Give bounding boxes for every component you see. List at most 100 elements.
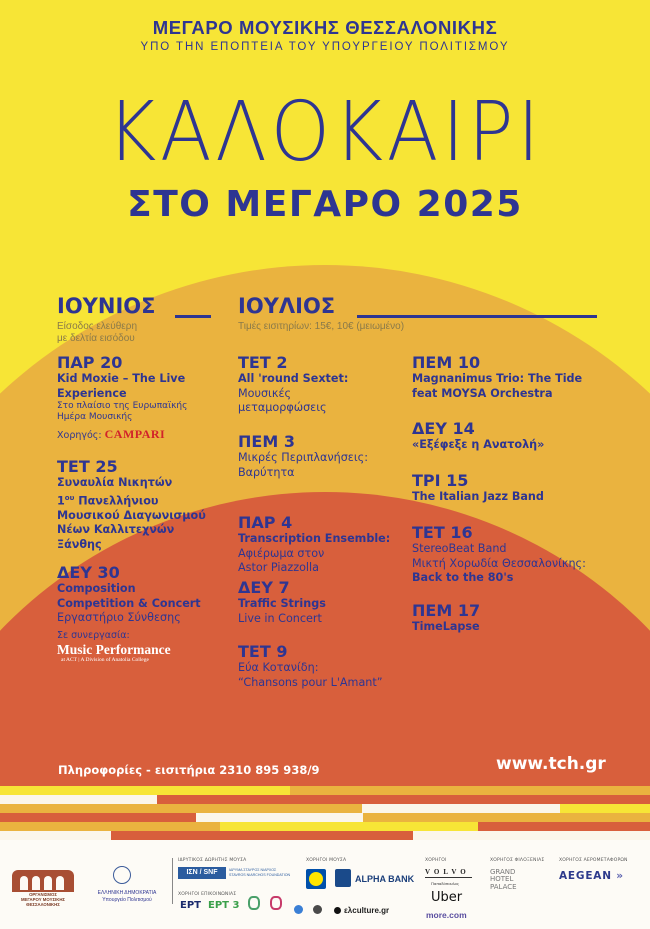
hospitality-sponsor-label: ΧΟΡΗΓΟΣ ΦΙΛΟΞΕΝΙΑΣ bbox=[490, 858, 545, 863]
event-july-16: ΤΕΤ 16 StereoBeat Band Μικτή Χορωδία Θεσ… bbox=[412, 524, 612, 586]
event-title: «Εξέφεξε η Ανατολή» bbox=[412, 438, 545, 451]
founding-donor-label: ΙΔΡΥΤΙΚΟΣ ΔΩΡΗΤΗΣ ΜΟΥΣΑ bbox=[178, 858, 247, 863]
elculture-logo: ελculture.gr bbox=[344, 906, 390, 915]
ghp-line: HOTEL bbox=[490, 875, 514, 884]
june-note-line1: Είσοδος ελεύθερη bbox=[57, 321, 138, 332]
omma-name: ΘΕΣΣΑΛΟΝΙΚΗΣ bbox=[26, 902, 60, 907]
ghp-line: GRAND bbox=[490, 868, 516, 876]
volvo-logo: VOLVO bbox=[425, 868, 470, 876]
uber-logo: Uber bbox=[431, 890, 463, 905]
website-link[interactable]: www.tch.gr bbox=[496, 754, 606, 774]
event-detail: Εργαστήριο Σύνθεσης bbox=[57, 611, 181, 624]
elculture-icon bbox=[334, 907, 341, 914]
hero-subtitle: ΣΤΟ ΜΕΓΑΡΟ 2025 bbox=[127, 184, 523, 225]
sponsor-label: Χορηγός: bbox=[57, 430, 102, 441]
month-june-label: ΙΟΥΝΙΟΣ bbox=[57, 294, 156, 318]
event-date: ΠΕΜ 17 bbox=[412, 601, 481, 620]
ministry-name: Υπουργείο Πολιτισμού bbox=[102, 897, 152, 903]
omma-building-icon bbox=[12, 870, 74, 892]
media-sponsors-label: ΧΟΡΗΓΟΙ ΕΠΙΚΟΙΝΩΝΙΑΣ bbox=[178, 892, 237, 897]
lidl-logo bbox=[306, 869, 326, 889]
ert3-logo: ΕΡΤ 3 bbox=[208, 900, 240, 911]
event-june-25: ΤΕΤ 25 Συναυλία Νικητών 1ου Πανελλήνιου … bbox=[57, 458, 247, 552]
stripe-row bbox=[0, 795, 650, 804]
ert-logo: ΕΡΤ bbox=[180, 900, 201, 911]
month-june-rule bbox=[175, 315, 211, 318]
event-july-7: ΔΕΥ 7 Traffic Strings Live in Concert bbox=[238, 579, 428, 626]
alpha-bank-logo: ALPHA BANK bbox=[355, 874, 415, 884]
event-title: Transcription Ensemble: bbox=[238, 532, 391, 545]
media-logo-icon bbox=[313, 905, 322, 914]
gov-logo-text: ΕΛΛΗΝΙΚΗ ΔΗΜΟΚΡΑΤΙΑ Υπουργείο Πολιτισμού bbox=[92, 890, 162, 904]
event-detail: Live in Concert bbox=[238, 611, 322, 625]
event-title: Competition & Concert bbox=[57, 596, 201, 610]
moysa-sponsors-label: ΧΟΡΗΓΟΙ ΜΟΥΣΑ bbox=[306, 858, 347, 863]
event-title: Εύα Κοτανίδη: bbox=[238, 661, 319, 674]
event-detail: Ημέρα Μουσικής bbox=[57, 412, 133, 422]
org-title: ΜΕΓΑΡΟ ΜΟΥΣΙΚΗΣ ΘΕΣΣΑΛΟΝΙΚΗΣ bbox=[152, 17, 498, 38]
event-title: Μικρές Περιπλανήσεις: bbox=[238, 451, 368, 464]
omma-logo: ΟΡΓΑΝΙΣΜΟΣ ΜΕΓΑΡΟΥ ΜΟΥΣΙΚΗΣ ΘΕΣΣΑΛΟΝΙΚΗΣ bbox=[12, 870, 74, 907]
lower-fill bbox=[0, 700, 650, 780]
omma-name: ΟΡΓΑΝΙΣΜΟΣ bbox=[29, 892, 57, 897]
event-title: The Italian Jazz Band bbox=[412, 490, 544, 503]
event-title: Ξάνθης bbox=[57, 537, 102, 551]
event-date: ΔΕΥ 30 bbox=[57, 563, 120, 582]
event-detail: Μουσικές bbox=[238, 386, 292, 400]
radio-logo-icon bbox=[270, 896, 282, 910]
event-detail: Βαρύτητα bbox=[238, 465, 295, 479]
stripe-row bbox=[0, 822, 650, 831]
event-june-20: ΠΑΡ 20 Kid Moxie – The Live Experience Σ… bbox=[57, 354, 247, 442]
event-date: ΠΑΡ 4 bbox=[238, 513, 293, 532]
event-title: feat MOYSA Orchestra bbox=[412, 386, 553, 400]
event-detail: Back to the 80's bbox=[412, 571, 514, 584]
sponsors-label: ΧΟΡΗΓΟΙ bbox=[425, 858, 447, 863]
contact-info: Πληροφορίες - εισιτήρια 2310 895 938/9 bbox=[58, 763, 320, 777]
event-june-30: ΔΕΥ 30 Composition Competition & Concert… bbox=[57, 564, 247, 663]
aegean-text: AEGEAN bbox=[559, 870, 612, 882]
ordinal-rest: Πανελλήνιου bbox=[78, 494, 159, 508]
event-july-10: ΠΕΜ 10 Magnanimus Trio: The Tide feat MO… bbox=[412, 354, 612, 401]
event-july-17: ΠΕΜ 17 TimeLapse bbox=[412, 602, 612, 635]
org-subtitle: ΥΠΟ ΤΗΝ ΕΠΟΠΤΕΙΑ ΤΟΥ ΥΠΟΥΡΓΕΙΟΥ ΠΟΛΙΤΙΣΜ… bbox=[140, 41, 510, 53]
event-date: ΤΡΙ 15 bbox=[412, 471, 469, 490]
grand-hotel-palace-logo: GRAND HOTEL PALACE bbox=[490, 868, 517, 891]
event-date: ΠΕΜ 3 bbox=[238, 432, 295, 451]
airline-sponsor-label: ΧΟΡΗΓΟΣ ΑΕΡΟΜΕΤΑΦΟΡΩΝ bbox=[559, 858, 628, 863]
ghp-line: PALACE bbox=[490, 882, 517, 891]
event-july-3: ΠΕΜ 3 Μικρές Περιπλανήσεις: Βαρύτητα bbox=[238, 433, 428, 480]
event-title: StereoBeat Band bbox=[412, 542, 507, 555]
event-date: ΤΕΤ 16 bbox=[412, 523, 473, 542]
month-july-label: ΙΟΥΛΙΟΣ bbox=[238, 294, 336, 318]
event-detail: μεταμορφώσεις bbox=[238, 401, 327, 414]
event-sponsor: Χορηγός: CAMPARI bbox=[57, 427, 247, 442]
event-july-14: ΔΕΥ 14 «Εξέφεξε η Ανατολή» bbox=[412, 420, 612, 453]
volvo-dealer: Παπαδόπουλος bbox=[431, 881, 459, 886]
event-date: ΤΕΤ 25 bbox=[57, 457, 118, 476]
event-title: Magnanimus Trio: The Tide bbox=[412, 372, 583, 385]
july-note: Τιμές εισιτηρίων: 15€, 10€ (μειωμένο) bbox=[238, 321, 405, 332]
alpha-bank-icon bbox=[335, 869, 351, 887]
gov-name: ΕΛΛΗΝΙΚΗ ΔΗΜΟΚΡΑΤΙΑ bbox=[97, 890, 157, 896]
aegean-chevron-icon: » bbox=[616, 870, 624, 882]
stripe-row bbox=[0, 786, 650, 795]
june-note: Είσοδος ελεύθερη με δελτία εισόδου bbox=[57, 321, 137, 345]
event-detail: Στο πλαίσιο της Ευρωπαϊκής bbox=[57, 401, 188, 411]
event-detail: Αφιέρωμα στον bbox=[238, 546, 325, 560]
hero-title: ΚΑΛΟΚΑΙΡΙ bbox=[106, 85, 544, 180]
event-detail: “Chansons pour L'Amant” bbox=[238, 675, 383, 689]
ordinal-number: 1 bbox=[57, 494, 65, 508]
omma-name: ΜΕΓΑΡΟΥ ΜΟΥΣΙΚΗΣ bbox=[20, 897, 66, 902]
event-date: ΔΕΥ 14 bbox=[412, 419, 475, 438]
event-title: Συναυλία Νικητών bbox=[57, 476, 173, 489]
event-detail: Astor Piazzolla bbox=[238, 561, 319, 574]
snf-text: ΙΔΡΥΜΑ ΣΤΑΥΡΟΣ ΝΙΑΡΧΟΣ STAVROS NIARCHOS … bbox=[229, 868, 290, 877]
event-title: Μουσικού Διαγωνισμού bbox=[57, 508, 206, 522]
media-logo-icon bbox=[294, 905, 303, 914]
more-com-logo: more.com bbox=[426, 910, 467, 920]
event-title: All 'round Sextet: bbox=[238, 372, 349, 385]
event-title: Νέων Καλλιτεχνών bbox=[57, 523, 175, 537]
aegean-logo: AEGEAN » bbox=[559, 870, 624, 882]
event-title: TimeLapse bbox=[412, 620, 480, 633]
